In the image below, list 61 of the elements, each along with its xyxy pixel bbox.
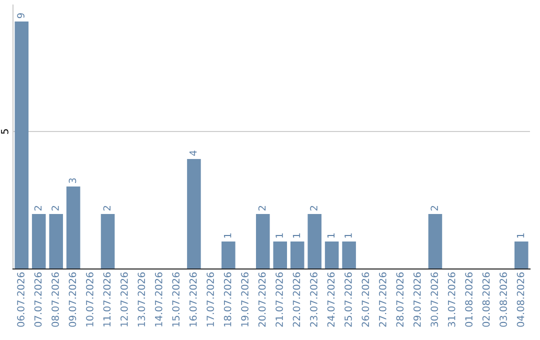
x-tick-label: 25.07.2026 (344, 272, 352, 327)
x-tick-label: 21.07.2026 (276, 272, 283, 327)
data-label: 2 (258, 206, 266, 211)
x-tick-label: 14.07.2026 (154, 272, 162, 326)
x-tick-label: 17.07.2026 (206, 272, 214, 326)
x-tick-label: 20.07.2026 (258, 272, 266, 327)
x-tick-label: 26.07.2026 (362, 272, 370, 327)
data-label: 4 (190, 150, 197, 156)
bar (256, 214, 270, 269)
x-tick-label: 16.07.2026 (189, 272, 197, 326)
x-tick-label: 12.07.2026 (120, 272, 128, 326)
x-tick-label: 18.07.2026 (224, 272, 232, 326)
bar (187, 159, 201, 269)
data-label: 1 (292, 233, 300, 238)
x-tick-label: 04.08.2026 (516, 272, 524, 327)
bar (273, 242, 288, 269)
x-tick-label: 11.07.2026 (103, 272, 111, 326)
bar (290, 242, 304, 269)
bar (14, 22, 29, 269)
x-tick-label: 31.07.2026 (448, 272, 456, 327)
x-tick-label: 10.07.2026 (86, 272, 94, 326)
x-tick-label: 24.07.2026 (327, 272, 335, 327)
bar (428, 214, 442, 269)
data-label: 1 (224, 233, 232, 238)
data-label: 9 (17, 13, 24, 18)
data-label: 2 (310, 206, 318, 211)
x-tick-label: 06.07.2026 (17, 272, 24, 327)
y-tick-label: 5 (1, 129, 8, 134)
x-tick-label: 23.07.2026 (310, 272, 318, 327)
x-tick-label: 27.07.2026 (378, 272, 386, 327)
x-tick-label: 07.07.2026 (34, 272, 42, 327)
x-tick-label: 22.07.2026 (292, 272, 300, 327)
bar (32, 214, 46, 269)
bar (342, 242, 356, 269)
data-label: 1 (344, 233, 352, 238)
bar (49, 214, 63, 269)
x-tick-label: 03.08.2026 (500, 272, 507, 327)
x-tick-label: 09.07.2026 (68, 272, 76, 327)
bar (324, 242, 339, 269)
data-label: 2 (103, 206, 110, 211)
x-tick-label: 15.07.2026 (172, 272, 180, 326)
data-label: 1 (276, 233, 283, 238)
x-tick-label: 28.07.2026 (396, 272, 404, 327)
data-label: 2 (430, 206, 438, 211)
x-tick-label: 30.07.2026 (430, 272, 438, 327)
bar (222, 242, 236, 269)
x-tick-label: 01.08.2026 (465, 272, 473, 327)
bar (100, 214, 115, 269)
bar (514, 242, 528, 269)
x-tick-label: 02.08.2026 (482, 272, 490, 327)
data-label: 1 (327, 233, 334, 238)
bar (308, 214, 322, 269)
data-label: 2 (52, 206, 59, 211)
x-tick-label: 08.07.2026 (52, 272, 59, 327)
x-tick-label: 19.07.2026 (241, 272, 248, 326)
data-label: 3 (68, 178, 76, 183)
bar (66, 186, 80, 269)
x-tick-label: 13.07.2026 (138, 272, 146, 326)
x-tick-label: 29.07.2026 (413, 272, 421, 327)
data-label: 1 (516, 233, 524, 238)
data-label: 2 (34, 206, 42, 211)
